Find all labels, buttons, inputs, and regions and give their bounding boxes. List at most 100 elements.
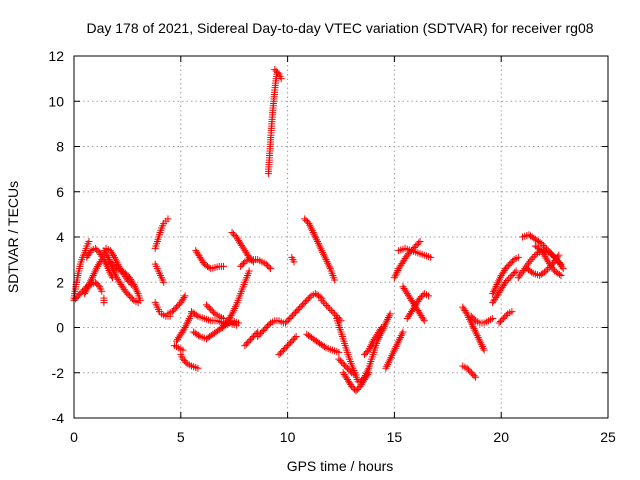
x-axis-label: GPS time / hours: [287, 458, 394, 474]
data-point-marker: [552, 255, 560, 263]
data-point-marker: [391, 272, 399, 280]
data-point-marker: [113, 259, 121, 267]
data-point-marker: [386, 355, 394, 363]
data-point-marker: [286, 314, 294, 322]
data-point-marker: [305, 219, 313, 227]
data-point-marker: [322, 256, 330, 264]
data-point-marker: [314, 239, 322, 247]
data-point-marker: [338, 358, 346, 366]
data-point-marker: [180, 325, 188, 333]
y-tick-label: -2: [52, 365, 65, 381]
data-point-marker: [205, 264, 213, 272]
data-point-marker: [245, 337, 253, 345]
data-point-marker: [377, 325, 385, 333]
data-point-marker: [279, 346, 287, 354]
data-point-marker: [73, 293, 81, 301]
data-point-marker: [478, 343, 486, 351]
data-points: [70, 66, 567, 395]
data-point-marker: [220, 262, 228, 270]
data-point-marker: [112, 257, 120, 265]
data-point-marker: [469, 323, 477, 331]
series-arc-42: [403, 290, 433, 322]
data-point-marker: [320, 252, 328, 260]
data-point-marker: [399, 328, 407, 336]
data-point-marker: [396, 335, 404, 343]
data-point-marker: [547, 262, 555, 270]
data-point-marker: [368, 339, 376, 347]
data-point-marker: [170, 306, 178, 314]
x-tick-label: 25: [600, 429, 616, 445]
data-point-marker: [318, 296, 326, 304]
data-point-marker: [181, 292, 189, 300]
data-point-marker: [103, 252, 111, 260]
data-point-marker: [393, 341, 401, 349]
data-point-marker: [294, 305, 302, 313]
data-point-marker: [179, 346, 187, 354]
data-point-marker: [356, 378, 364, 386]
data-point-marker: [393, 268, 401, 276]
data-point-marker: [388, 352, 396, 360]
data-point-marker: [367, 341, 375, 349]
data-point-marker: [336, 357, 344, 365]
data-point-marker: [207, 305, 215, 313]
series-arc-41: [399, 283, 428, 325]
data-point-marker: [86, 279, 94, 287]
data-point-marker: [548, 263, 556, 271]
data-point-marker: [394, 339, 402, 347]
data-point-marker: [131, 282, 139, 290]
data-point-marker: [384, 361, 392, 369]
data-point-marker: [182, 358, 190, 366]
data-point-marker: [220, 321, 228, 329]
data-point-marker: [184, 316, 192, 324]
data-point-marker: [173, 303, 181, 311]
data-point-marker: [547, 250, 555, 258]
data-point-marker: [85, 238, 93, 246]
data-point-marker: [164, 215, 172, 223]
data-point-marker: [526, 257, 534, 265]
data-point-marker: [519, 266, 527, 274]
data-point-marker: [91, 268, 99, 276]
data-point-marker: [463, 310, 471, 318]
data-point-marker: [557, 260, 565, 268]
data-point-marker: [107, 259, 115, 267]
data-point-marker: [321, 254, 329, 262]
data-point-marker: [319, 298, 327, 306]
data-point-marker: [245, 267, 253, 275]
data-point-marker: [385, 357, 393, 365]
data-point-marker: [76, 290, 84, 298]
data-point-marker: [82, 288, 90, 296]
data-point-marker: [335, 348, 343, 356]
data-point-marker: [475, 335, 483, 343]
data-point-marker: [403, 251, 411, 259]
data-point-marker: [132, 286, 140, 294]
data-point-marker: [498, 316, 506, 324]
data-point-marker: [307, 223, 315, 231]
data-point-marker: [258, 328, 266, 336]
data-point-marker: [509, 257, 517, 265]
data-point-marker: [192, 311, 200, 319]
data-point-marker: [392, 270, 400, 278]
data-point-marker: [462, 308, 470, 316]
data-point-marker: [362, 370, 370, 378]
data-point-marker: [503, 277, 511, 285]
data-point-marker: [398, 330, 406, 338]
data-point-marker: [194, 364, 202, 372]
data-point-marker: [501, 278, 509, 286]
data-point-marker: [539, 241, 547, 249]
data-point-marker: [327, 307, 335, 315]
series-arc-30: [301, 215, 339, 284]
data-point-marker: [289, 336, 297, 344]
data-point-marker: [386, 310, 394, 318]
data-point-marker: [278, 348, 286, 356]
data-point-marker: [179, 355, 187, 363]
data-point-marker: [469, 370, 477, 378]
series-arc-09: [151, 215, 172, 252]
data-point-marker: [530, 252, 538, 260]
data-point-marker: [247, 255, 255, 263]
data-point-marker: [276, 349, 284, 357]
data-point-marker: [319, 250, 327, 258]
data-point-marker: [467, 319, 475, 327]
data-point-marker: [125, 277, 133, 285]
data-point-marker: [313, 236, 321, 244]
data-point-marker: [397, 332, 405, 340]
